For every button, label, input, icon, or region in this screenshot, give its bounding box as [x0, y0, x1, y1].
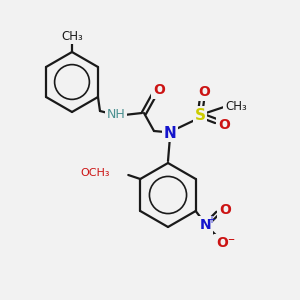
Text: O: O	[198, 85, 210, 99]
Text: CH₃: CH₃	[225, 100, 247, 113]
Text: S: S	[194, 107, 206, 122]
Text: N: N	[200, 218, 212, 232]
Text: N: N	[164, 125, 176, 140]
Text: NH: NH	[106, 109, 125, 122]
Text: CH₃: CH₃	[61, 29, 83, 43]
Text: +: +	[207, 215, 215, 225]
Text: OCH₃: OCH₃	[81, 168, 110, 178]
Text: O⁻: O⁻	[216, 236, 235, 250]
Text: O: O	[218, 118, 230, 132]
Text: O: O	[219, 203, 231, 217]
Text: O: O	[153, 83, 165, 97]
